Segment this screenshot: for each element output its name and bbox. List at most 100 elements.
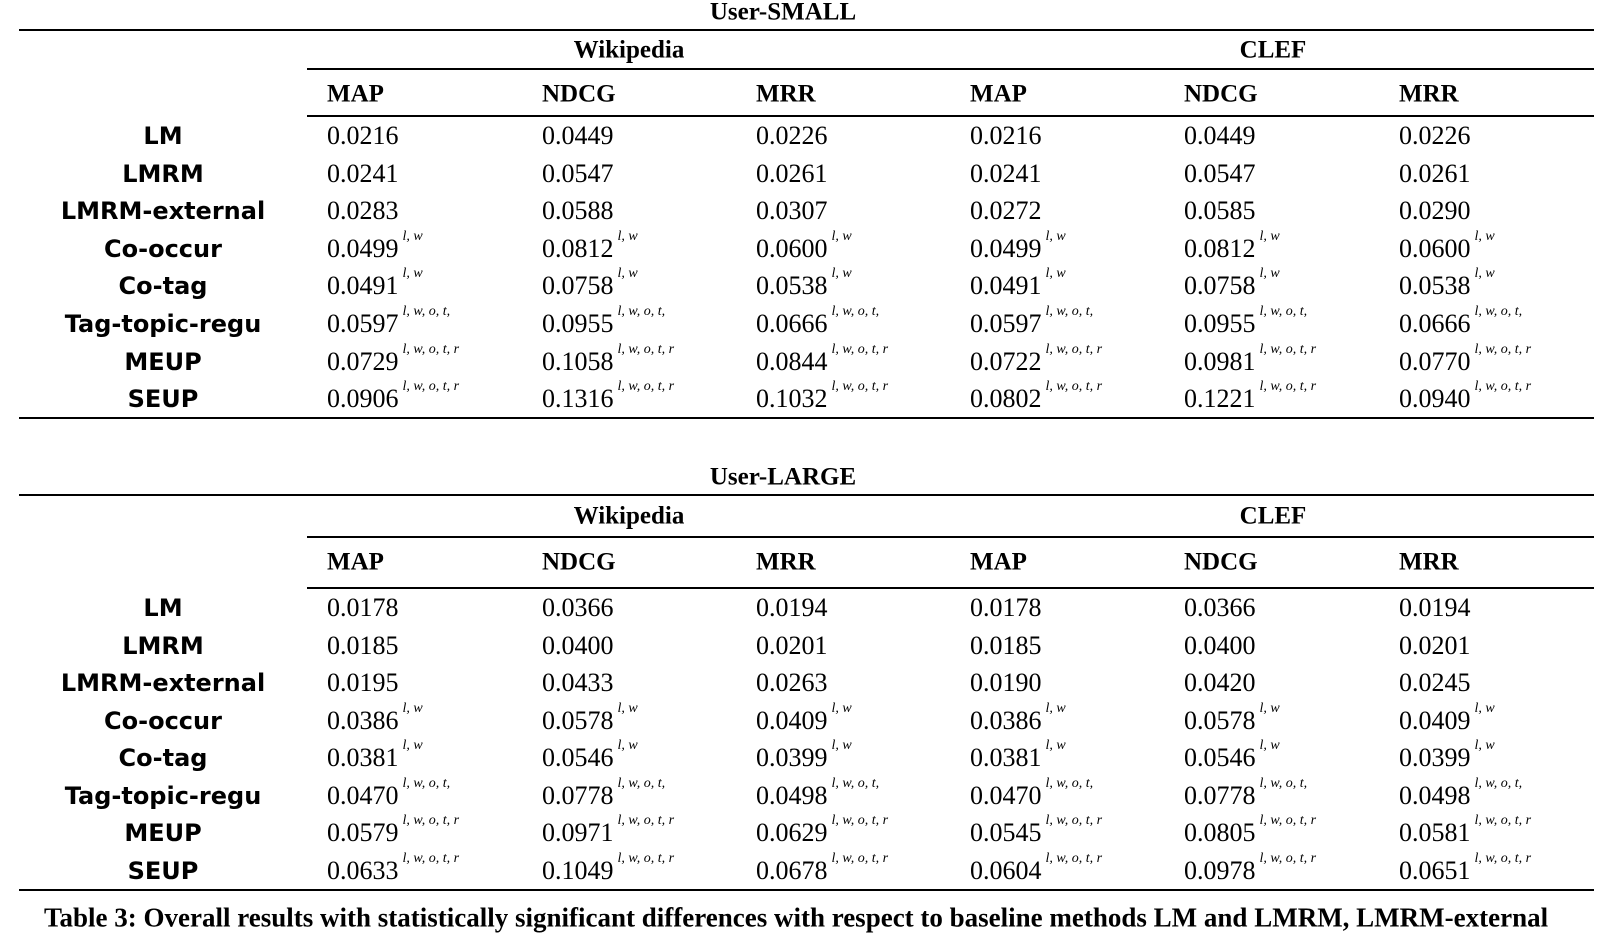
row-name: Co-tag xyxy=(118,272,208,301)
cell-value: 0.0498 l, w, o, t, xyxy=(1399,775,1523,810)
cell-value: 0.0499 l, w xyxy=(327,228,423,263)
cell-value: 0.0778 l, w, o, t, xyxy=(542,775,666,810)
significance-marker: l, w, o, t, r xyxy=(402,850,460,866)
cell-value: 0.0844 l, w, o, t, r xyxy=(756,341,889,376)
significance-marker: l, w, o, t, xyxy=(1045,304,1094,319)
cell-value: 0.0261 xyxy=(756,158,828,188)
cell-value: 0.0722 l, w, o, t, r xyxy=(970,341,1103,376)
significance-marker: l, w, o, t, r xyxy=(1474,813,1532,828)
significance-marker: l, w, o, t, r xyxy=(831,850,889,866)
significance-marker: l, w xyxy=(831,738,852,753)
row-name: Co-tag xyxy=(118,744,208,772)
cell-value: 0.0955 l, w, o, t, xyxy=(1184,304,1308,338)
significance-marker: l, w xyxy=(402,228,423,244)
significance-marker: l, w xyxy=(831,700,852,716)
significance-marker: l, w, o, t, r xyxy=(1474,379,1532,395)
row-name: LMRM xyxy=(122,631,204,660)
cell-value: 0.0678 l, w, o, t, r xyxy=(756,850,889,885)
cell-value: 0.0381 l, w xyxy=(970,738,1066,772)
significance-marker: l, w, o, t, r xyxy=(1045,813,1103,828)
cell-value: 0.0666 l, w, o, t, xyxy=(756,304,880,338)
metric-header: MAP xyxy=(970,80,1027,108)
significance-marker: l, w, o, t, r xyxy=(402,813,460,828)
cell-value: 0.0498 l, w, o, t, xyxy=(756,775,880,810)
significance-marker: l, w xyxy=(1045,700,1066,716)
cell-value: 0.0651 l, w, o, t, r xyxy=(1399,850,1532,885)
significance-marker: l, w, o, t, xyxy=(402,775,451,791)
cell-value: 0.0546 l, w xyxy=(1184,738,1280,772)
cell-value: 0.0190 xyxy=(970,668,1042,697)
cell-value: 0.0272 xyxy=(970,196,1042,226)
cell-value: 0.0597 l, w, o, t, xyxy=(970,304,1094,338)
cell-value: 0.0449 xyxy=(1184,121,1256,150)
significance-marker: l, w xyxy=(617,228,638,244)
cell-value: 0.0386 l, w xyxy=(327,700,423,735)
row-name: Co-occur xyxy=(104,234,222,263)
significance-marker: l, w xyxy=(1045,228,1066,244)
cell-value: 0.0185 xyxy=(970,630,1042,660)
significance-marker: l, w, o, t, xyxy=(1259,775,1308,791)
cell-value: 0.0546 l, w xyxy=(542,738,638,772)
significance-marker: l, w xyxy=(402,738,423,753)
cell-value: 0.0307 xyxy=(756,196,828,226)
cell-value: 0.1032 l, w, o, t, r xyxy=(756,379,889,414)
cell-value: 0.0547 xyxy=(1184,158,1256,188)
significance-marker: l, w xyxy=(1045,738,1066,753)
cell-value: 0.1058 l, w, o, t, r xyxy=(542,341,675,376)
cell-value: 0.0981 l, w, o, t, r xyxy=(1184,341,1317,376)
cell-value: 0.0245 xyxy=(1399,668,1471,697)
cell-value: 0.0597 l, w, o, t, xyxy=(327,304,451,338)
significance-marker: l, w xyxy=(1259,700,1280,716)
cell-value: 0.0216 xyxy=(970,121,1042,150)
metric-header: NDCG xyxy=(542,548,616,576)
cell-value: 0.0940 l, w, o, t, r xyxy=(1399,379,1532,414)
row-name: LM xyxy=(143,122,183,150)
significance-marker: l, w, o, t, r xyxy=(617,379,675,395)
significance-marker: l, w, o, t, xyxy=(1474,304,1523,319)
significance-marker: l, w, o, t, r xyxy=(1045,379,1103,395)
significance-marker: l, w, o, t, r xyxy=(402,379,460,395)
cell-value: 0.0545 l, w, o, t, r xyxy=(970,813,1103,847)
significance-marker: l, w xyxy=(831,228,852,244)
cell-value: 0.0399 l, w xyxy=(756,738,852,772)
cell-value: 0.0600 l, w xyxy=(1399,228,1495,263)
significance-marker: l, w, o, t, r xyxy=(1259,379,1317,395)
cell-value: 0.0579 l, w, o, t, r xyxy=(327,813,460,847)
metric-header: MRR xyxy=(756,548,816,576)
rule-line xyxy=(19,494,1594,496)
significance-marker: l, w, o, t, xyxy=(831,304,880,319)
cell-value: 0.0499 l, w xyxy=(970,228,1066,263)
significance-marker: l, w, o, t, r xyxy=(1474,850,1532,866)
cell-value: 0.0805 l, w, o, t, r xyxy=(1184,813,1317,847)
cell-value: 0.0399 l, w xyxy=(1399,738,1495,772)
row-name: LMRM xyxy=(122,159,204,188)
metric-header: MRR xyxy=(1399,548,1459,576)
cell-value: 0.0588 xyxy=(542,196,614,226)
cell-value: 0.0201 xyxy=(1399,630,1471,660)
cell-value: 0.0812 l, w xyxy=(1184,228,1280,263)
cell-value: 0.0386 l, w xyxy=(970,700,1066,735)
table-title: User-SMALL xyxy=(709,0,857,26)
cell-value: 0.1049 l, w, o, t, r xyxy=(542,850,675,885)
metric-header: MAP xyxy=(327,548,384,576)
metric-header: MAP xyxy=(327,80,384,108)
rule-line xyxy=(307,587,1594,589)
cell-value: 0.0802 l, w, o, t, r xyxy=(970,379,1103,414)
table-caption: Table 3: Overall results with statistica… xyxy=(44,902,1549,933)
significance-marker: l, w xyxy=(402,266,423,282)
significance-marker: l, w, o, t, xyxy=(1474,775,1523,791)
cell-value: 0.0758 l, w xyxy=(542,266,638,301)
significance-marker: l, w, o, t, r xyxy=(617,341,675,357)
cell-value: 0.0758 l, w xyxy=(1184,266,1280,301)
cell-value: 0.0216 xyxy=(327,121,399,150)
significance-marker: l, w xyxy=(1474,700,1495,716)
group-header: Wikipedia xyxy=(573,36,685,64)
cell-value: 0.0491 l, w xyxy=(327,266,423,301)
page: {"tables": [ {"title": "User-SMALL", "gr… xyxy=(19,0,1594,931)
significance-marker: l, w, o, t, r xyxy=(617,813,675,828)
significance-marker: l, w, o, t, r xyxy=(617,850,675,866)
cell-value: 0.0600 l, w xyxy=(756,228,852,263)
cell-value: 0.0629 l, w, o, t, r xyxy=(756,813,889,847)
significance-marker: l, w xyxy=(1259,266,1280,282)
significance-marker: l, w, o, t, xyxy=(831,775,880,791)
